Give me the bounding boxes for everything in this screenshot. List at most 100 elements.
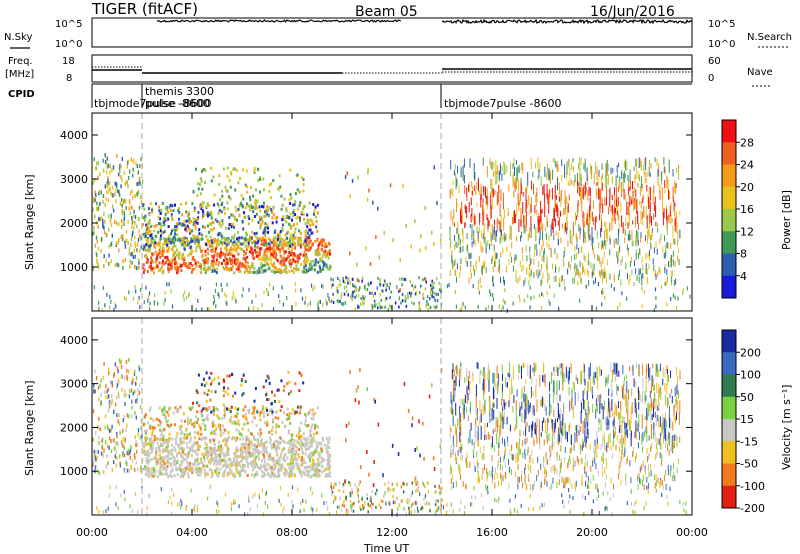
scatter-cell: [301, 443, 304, 447]
scatter-cell: [298, 254, 301, 258]
scatter-cell: [122, 233, 124, 238]
scatter-cell: [196, 457, 199, 461]
scatter-cell: [537, 216, 539, 224]
scatter-cell: [285, 257, 288, 261]
scatter-cell: [649, 159, 650, 166]
scatter-cell: [289, 168, 292, 172]
scatter-cell: [252, 435, 255, 439]
scatter-cell: [460, 167, 462, 178]
scatter-cell: [387, 307, 389, 312]
scatter-cell: [231, 296, 233, 301]
scatter-cell: [471, 190, 473, 195]
scatter-cell: [226, 207, 229, 211]
scatter-cell: [239, 247, 242, 251]
scatter-cell: [214, 446, 217, 450]
scatter-cell: [678, 173, 680, 180]
scatter-cell: [495, 174, 497, 185]
scatter-cell: [404, 278, 407, 282]
scatter-cell: [355, 294, 358, 297]
scatter-cell: [424, 206, 426, 210]
scatter-cell: [240, 447, 243, 451]
scatter-cell: [654, 202, 656, 212]
scatter-cell: [294, 260, 297, 264]
scatter-cell: [425, 304, 427, 308]
scatter-cell: [204, 450, 207, 454]
scatter-cell: [548, 235, 550, 242]
scatter-cell: [367, 170, 369, 175]
scatter-cell: [168, 432, 171, 436]
scatter-cell: [253, 166, 256, 170]
scatter-cell: [514, 257, 515, 264]
scatter-cell: [363, 297, 365, 301]
scatter-cell: [177, 467, 180, 471]
scatter-cell: [127, 184, 129, 189]
scatter-cell: [360, 302, 362, 306]
scatter-cell: [580, 157, 582, 165]
scatter-cell: [171, 229, 173, 233]
scatter-cell: [232, 236, 235, 239]
scatter-cell: [174, 459, 177, 463]
scatter-cell: [164, 212, 167, 216]
scatter-cell: [171, 261, 174, 265]
scatter-cell: [353, 284, 355, 288]
scatter-cell: [151, 208, 153, 212]
scatter-cell: [102, 375, 105, 380]
scatter-cell: [151, 210, 154, 214]
scatter-cell: [619, 245, 621, 252]
scatter-cell: [153, 238, 156, 242]
scatter-cell: [310, 262, 313, 266]
scatter-cell: [666, 208, 667, 220]
scatter-cell: [288, 269, 291, 273]
scatter-cell: [155, 417, 158, 421]
scatter-cell: [587, 176, 589, 185]
scatter-cell: [280, 263, 283, 267]
scatter-cell: [322, 438, 324, 442]
scatter-cell: [449, 269, 451, 276]
scatter-cell: [290, 225, 293, 228]
scatter-cell: [263, 241, 266, 245]
scatter-cell: [639, 200, 641, 205]
scatter-cell: [309, 408, 312, 412]
scatter-cell: [326, 301, 328, 306]
scatter-cell: [130, 243, 132, 248]
scatter-cell: [286, 417, 289, 421]
scatter-cell: [632, 240, 634, 247]
scatter-cell: [230, 246, 233, 250]
scatter-cell: [522, 264, 524, 271]
scatter-cell: [326, 252, 329, 256]
scatter-cell: [118, 193, 121, 198]
scatter-cell: [94, 369, 96, 374]
scatter-cell: [264, 234, 267, 237]
scatter-cell: [317, 442, 320, 445]
scatter-cell: [298, 411, 301, 415]
scatter-cell: [194, 461, 196, 465]
scatter-cell: [590, 210, 592, 221]
scatter-cell: [169, 263, 172, 267]
scatter-cell: [245, 169, 248, 173]
scatter-cell: [149, 234, 152, 238]
scatter-cell: [315, 440, 318, 444]
scatter-cell: [147, 449, 150, 453]
scatter-cell: [271, 210, 274, 214]
scatter-cell: [648, 226, 650, 239]
scatter-cell: [509, 225, 511, 240]
scatter-cell: [399, 258, 401, 263]
scatter-cell: [519, 192, 521, 202]
scatter-cell: [672, 270, 674, 277]
scatter-cell: [198, 232, 201, 236]
scatter-cell: [490, 231, 492, 238]
scatter-cell: [310, 438, 313, 442]
scatter-cell: [254, 234, 257, 238]
scatter-cell: [669, 257, 671, 264]
scatter-cell: [123, 376, 126, 380]
scatter-cell: [315, 468, 318, 472]
scatter-cell: [290, 444, 293, 448]
scatter-cell: [553, 293, 555, 298]
scatter-cell: [618, 180, 620, 189]
scatter-cell: [606, 168, 608, 173]
scatter-cell: [191, 268, 194, 272]
scatter-cell: [209, 440, 212, 444]
scatter-cell: [619, 302, 621, 307]
scatter-cell: [151, 440, 154, 444]
scatter-cell: [146, 469, 149, 473]
